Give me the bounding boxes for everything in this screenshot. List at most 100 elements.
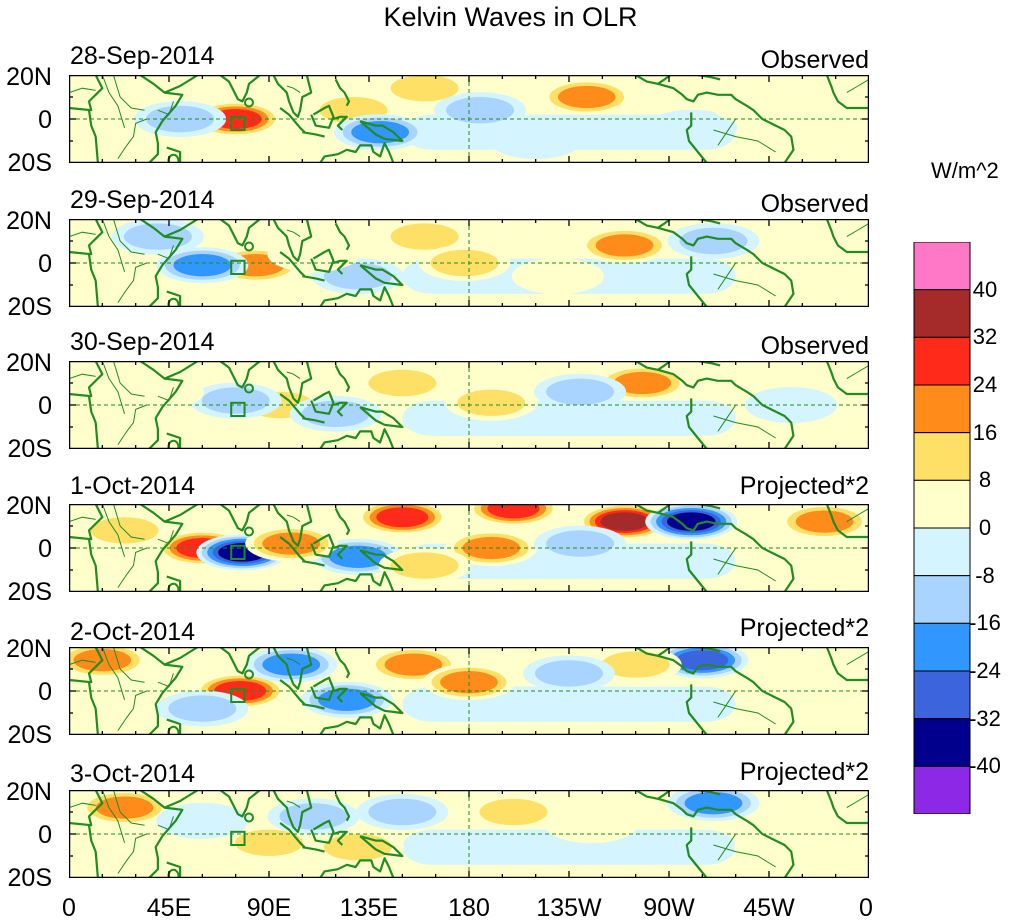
country-border [717,404,737,432]
region-box [230,115,246,131]
positive-anomaly [245,525,338,562]
anomaly-band [402,829,736,865]
anomaly-contour [734,829,827,866]
map-panel: 30-Sep-2014 Observed 20N 0 20S [0,328,1021,478]
coastline [310,533,335,558]
map-panel: 3-Oct-2014 Projected*2 20N 0 20S [0,758,1021,908]
coastline [69,790,104,827]
coastline [87,254,99,307]
coastline [310,676,335,701]
anomaly-contour [446,97,515,124]
colorbar-swatch [913,527,971,577]
colorbar-label: -16 [969,610,1001,636]
anomaly-contour [156,802,249,839]
lat-label: 20S [7,864,52,892]
positive-anomaly [578,227,671,264]
lat-label: 0 [38,250,52,278]
anomaly-contour [111,373,204,410]
coastline [825,219,869,254]
olr-map [69,790,869,878]
country-border [846,78,869,94]
coastline [166,146,182,163]
panel-kind: Projected*2 [739,758,869,786]
country-border [112,75,145,111]
coastline [302,417,325,424]
anomaly-contour [368,369,437,397]
anomaly-contour [123,223,192,250]
coastline [333,830,348,846]
colorbar-swatch [913,242,971,291]
coastline [272,647,313,690]
negative-anomaly [645,504,738,540]
region-box [230,687,246,703]
negative-anomaly [334,114,427,151]
coastline [219,790,261,818]
negative-anomaly [189,382,282,419]
lon-label: 45E [146,894,192,922]
coastline [657,368,795,449]
island [244,669,254,680]
colorbar-label: 40 [972,276,998,302]
negative-anomaly [156,690,249,727]
coastline [164,790,199,809]
chart-title: Kelvin Waves in OLR [383,2,638,32]
country-border [112,647,145,683]
coastline [279,107,306,133]
anomaly-contour [329,545,387,568]
anomaly-contour [546,378,615,405]
coastline [825,647,869,682]
country-border [713,558,776,582]
coastline [657,654,795,735]
panel-date: 1-Oct-2014 [70,472,196,500]
coastline [657,797,795,878]
positive-anomaly [467,504,560,527]
coastline [359,406,404,429]
country-border [101,647,126,700]
negative-anomaly [489,123,582,159]
map-panel: 2-Oct-2014 Projected*2 20N 0 20S [0,614,1021,764]
region-box [230,830,246,846]
positive-anomaly [356,504,449,536]
panel-kind: Observed [760,190,869,218]
anomaly-contour [235,829,303,856]
map-panel: 28-Sep-2014 Observed 20N 0 20S [0,42,1021,192]
country-border [717,690,737,718]
anomaly-contour [262,653,321,676]
country-border [117,262,147,303]
country-border [846,793,869,809]
panel-kind: Observed [760,46,869,74]
colorbar-label: -24 [969,658,1001,683]
anomaly-contour [535,660,603,687]
anomaly-contour [489,123,582,159]
negative-anomaly [156,802,249,839]
coastline [272,361,313,404]
olr-map [69,361,869,449]
coastline [685,256,708,307]
positive-anomaly [734,829,827,866]
positive-anomaly [378,547,471,584]
positive-anomaly [378,219,471,255]
anomaly-contour [390,223,459,250]
positive-anomaly [778,504,869,540]
positive-anomaly [540,79,633,115]
colorbar-swatch [913,336,971,386]
lon-label: 180 [448,894,490,922]
anomaly-contour [201,387,270,414]
map-canvas [69,790,869,878]
coastline [302,131,325,138]
coastline [272,219,313,262]
positive-anomaly [711,87,804,124]
anomaly-contour [457,389,526,416]
coastline [685,398,708,449]
olr-map [69,647,869,735]
country-border [101,361,126,414]
lat-label: 20S [7,721,52,749]
negative-anomaly [534,525,627,562]
coastline [310,819,335,844]
anomaly-contour [390,75,459,102]
anomaly-contour [479,798,548,826]
colorbar-label: -40 [969,753,1001,779]
negative-anomaly [356,794,449,830]
lon-label: 0 [859,894,873,922]
country-border [69,87,96,94]
